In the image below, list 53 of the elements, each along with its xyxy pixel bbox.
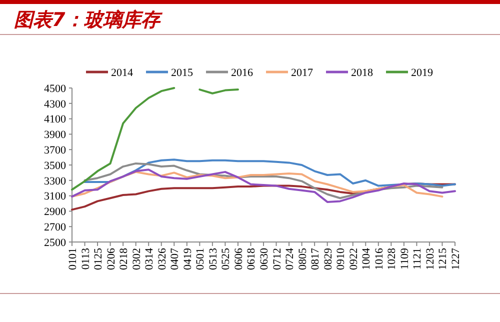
x-tick-label: 0113 <box>80 248 92 270</box>
x-tick-label: 1109 <box>398 248 411 270</box>
x-tick-label: 0712 <box>271 248 284 270</box>
x-tick-label: 1121 <box>412 248 424 270</box>
x-tick-label: 0501 <box>194 248 207 270</box>
y-tick-label: 2900 <box>44 206 66 218</box>
x-tick-label: 0829 <box>322 248 334 270</box>
y-tick-label: 4100 <box>44 114 66 126</box>
x-tick-label: 0125 <box>92 248 105 270</box>
y-tick-label: 2700 <box>44 221 66 234</box>
x-tick-label: 1203 <box>424 248 436 270</box>
x-tick-label: 0910 <box>335 248 348 270</box>
x-tick-label: 0407 <box>169 248 182 270</box>
line-series <box>84 158 456 187</box>
x-tick-label: 0513 <box>207 248 220 270</box>
x-tick-label: 0419 <box>182 248 194 270</box>
legend-label: 2015 <box>171 66 194 79</box>
x-tick-label: 0314 <box>144 248 156 270</box>
x-tick-label: 1016 <box>373 248 386 270</box>
y-tick-label: 4300 <box>44 98 66 110</box>
legend-label: 2014 <box>111 66 134 79</box>
x-tick-label: 0724 <box>284 248 296 270</box>
x-tick-label: 0817 <box>310 248 322 270</box>
x-tick-label: 0922 <box>348 248 360 270</box>
y-tick-label: 3500 <box>44 160 66 172</box>
x-tick-label: 0326 <box>156 248 168 270</box>
y-tick-label: 3900 <box>44 129 66 142</box>
y-tick-label: 3700 <box>44 144 66 156</box>
y-tick-label: 4500 <box>44 82 66 95</box>
chart-title: 图表7：玻璃库存 <box>14 9 164 31</box>
x-tick-label: 0630 <box>258 248 270 270</box>
legend-label: 2018 <box>351 66 374 79</box>
x-tick-label: 1028 <box>386 248 398 270</box>
x-tick-label: 0606 <box>232 248 245 270</box>
y-tick-label: 2500 <box>44 236 66 249</box>
line-series <box>71 168 456 203</box>
x-tick-label: 1004 <box>360 248 373 270</box>
x-tick-label: 0618 <box>246 248 258 270</box>
x-tick-label: 0101 <box>67 248 79 270</box>
x-tick-label: 1227 <box>450 248 462 270</box>
x-tick-label: 0302 <box>130 248 143 270</box>
x-tick-label: 0525 <box>220 248 232 270</box>
y-tick-label: 3300 <box>44 175 66 188</box>
line-series <box>84 162 444 200</box>
legend-label: 2017 <box>291 66 314 79</box>
y-tick-label: 3100 <box>44 190 66 203</box>
legend-label: 2016 <box>231 66 254 79</box>
x-tick-label: 0206 <box>105 248 118 270</box>
x-tick-label: 0805 <box>296 248 309 270</box>
line-series <box>71 170 444 198</box>
x-tick-label: 1215 <box>437 248 450 270</box>
x-tick-label: 0218 <box>118 248 130 270</box>
legend-label: 2019 <box>411 66 434 79</box>
